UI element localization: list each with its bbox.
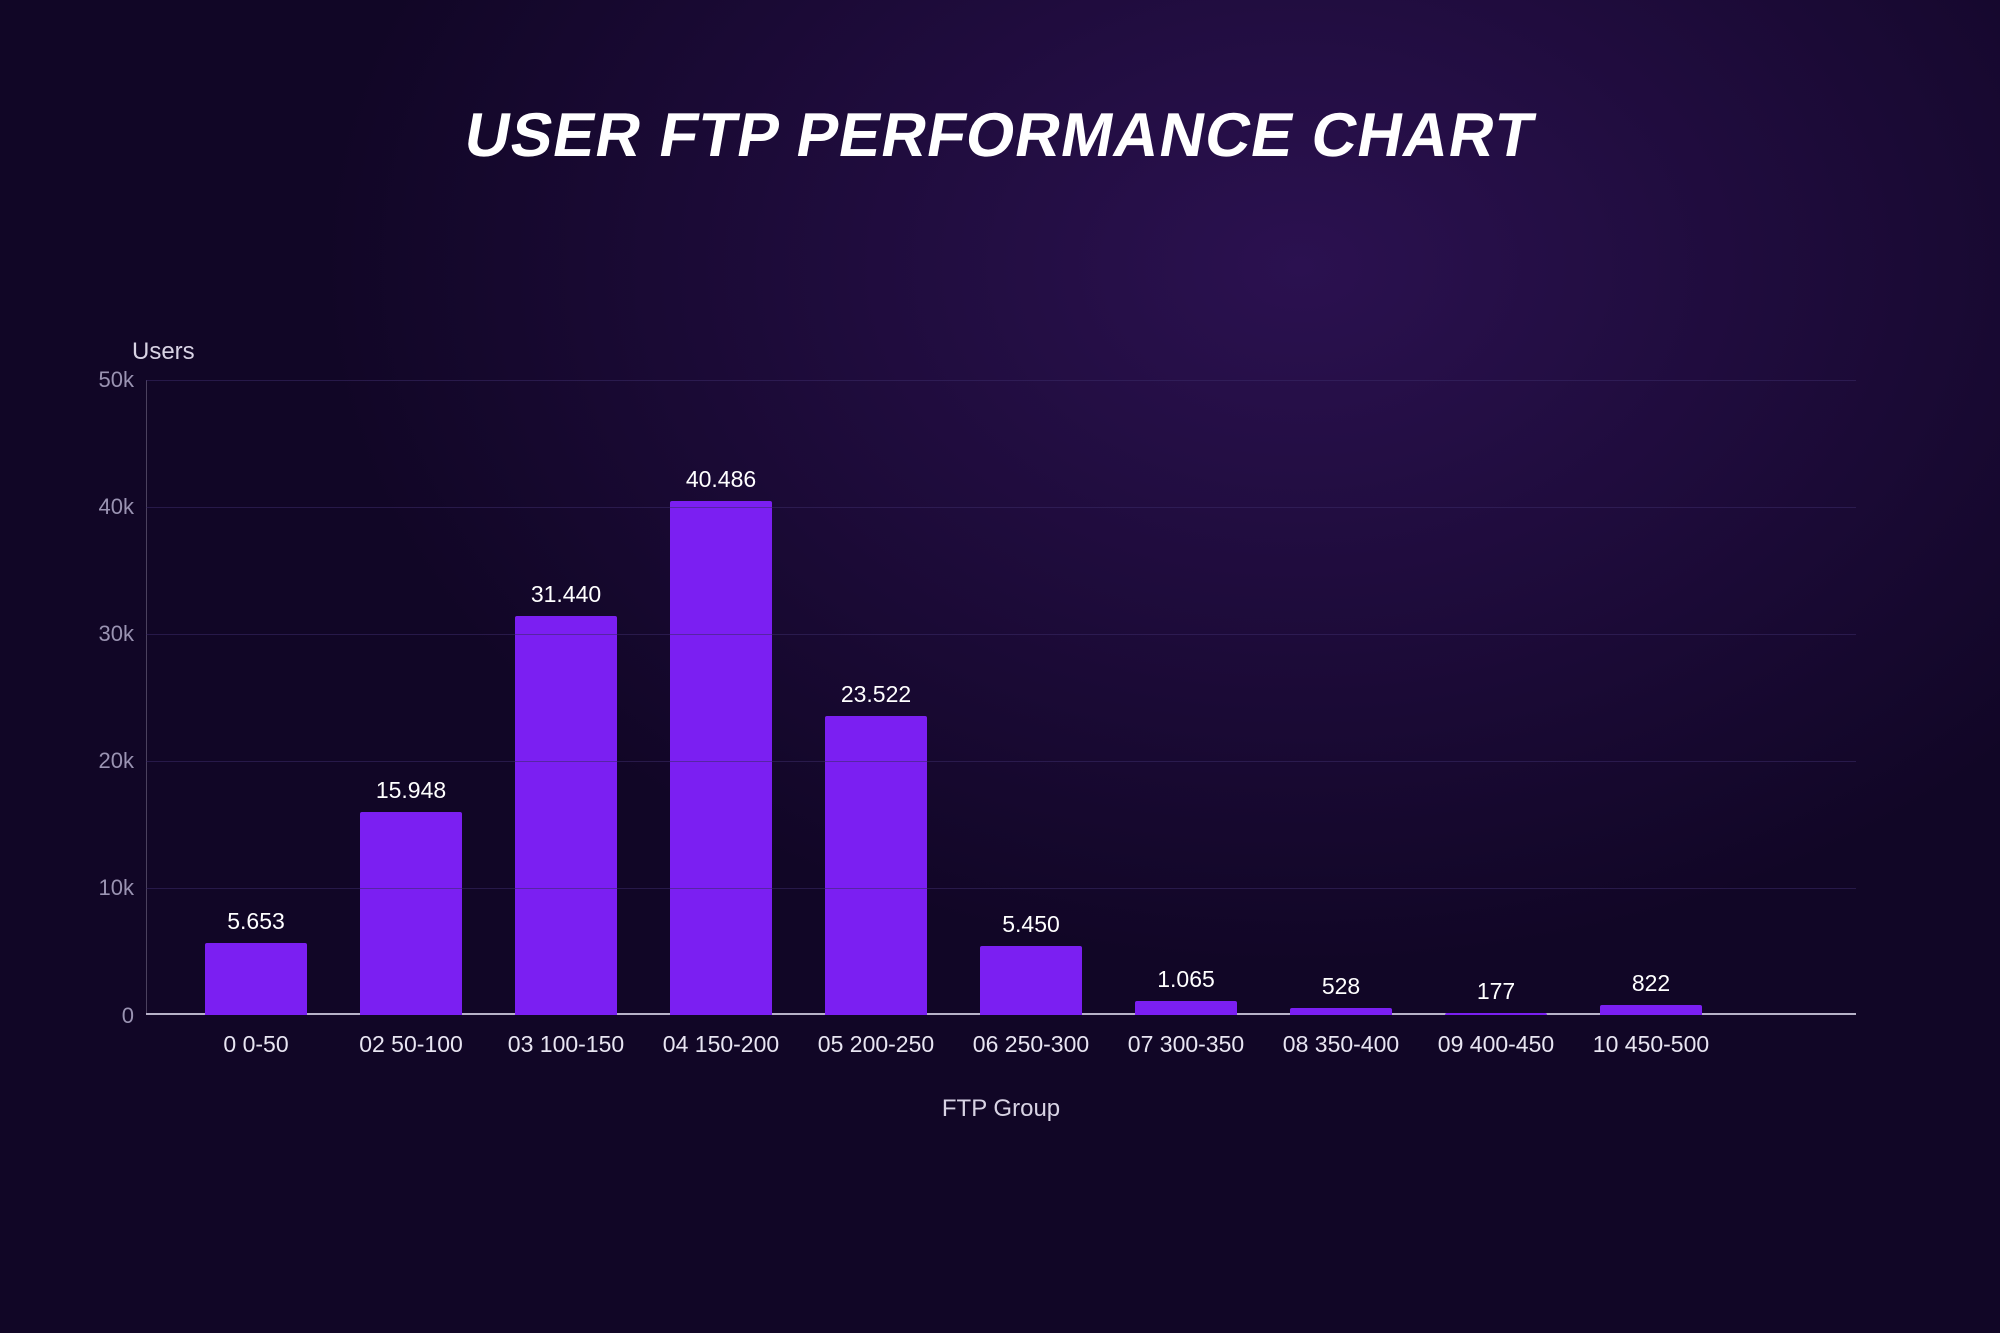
bar-value-label: 1.065	[1157, 966, 1215, 993]
x-tick-label: 02 50-100	[359, 1031, 463, 1058]
y-zero-label: 0	[122, 1003, 134, 1029]
gridline	[146, 507, 1856, 508]
bar-value-label: 23.522	[841, 681, 911, 708]
bar-value-label: 15.948	[376, 777, 446, 804]
bars-container: 5.6530 0-5015.94802 50-10031.44003 100-1…	[146, 380, 1856, 1015]
bar-slot: 5.6530 0-50	[179, 380, 334, 1015]
bar	[980, 946, 1082, 1015]
y-tick-label: 30k	[99, 621, 134, 647]
bar-slot: 40.48604 150-200	[644, 380, 799, 1015]
x-tick-label: 06 250-300	[973, 1031, 1089, 1058]
bar	[1290, 1008, 1392, 1015]
y-axis-title: Users	[132, 338, 195, 366]
x-tick-label: 10 450-500	[1593, 1031, 1709, 1058]
bar	[1600, 1005, 1702, 1015]
bar-value-label: 528	[1322, 973, 1360, 1000]
bar-value-label: 5.450	[1002, 911, 1060, 938]
x-tick-label: 0 0-50	[223, 1031, 288, 1058]
x-axis-title: FTP Group	[942, 1095, 1060, 1123]
bar-slot: 5.45006 250-300	[954, 380, 1109, 1015]
gridline	[146, 888, 1856, 889]
bar-value-label: 40.486	[686, 466, 756, 493]
bar-value-label: 5.653	[227, 908, 285, 935]
bar-slot: 1.06507 300-350	[1109, 380, 1264, 1015]
bar	[515, 616, 617, 1015]
chart-title: USER FTP PERFORMANCE CHART	[459, 100, 1540, 171]
x-tick-label: 07 300-350	[1128, 1031, 1244, 1058]
bar	[670, 501, 772, 1015]
bar	[360, 812, 462, 1015]
bar-slot: 52808 350-400	[1264, 380, 1419, 1015]
x-tick-label: 04 150-200	[663, 1031, 779, 1058]
x-tick-label: 09 400-450	[1438, 1031, 1554, 1058]
chart-canvas: USER FTP PERFORMANCE CHART Users 0 5.653…	[0, 0, 2000, 1333]
bar-value-label: 177	[1477, 978, 1515, 1005]
gridline	[146, 761, 1856, 762]
bar-slot: 15.94802 50-100	[334, 380, 489, 1015]
bar-value-label: 822	[1632, 970, 1670, 997]
bar	[205, 943, 307, 1015]
bar-value-label: 31.440	[531, 581, 601, 608]
y-tick-label: 50k	[99, 367, 134, 393]
y-tick-label: 10k	[99, 875, 134, 901]
bar-slot: 82210 450-500	[1574, 380, 1729, 1015]
bar-slot: 23.52205 200-250	[799, 380, 954, 1015]
x-tick-label: 08 350-400	[1283, 1031, 1399, 1058]
bar	[1135, 1001, 1237, 1015]
plot-area: Users 0 5.6530 0-5015.94802 50-10031.440…	[146, 380, 1856, 1015]
bar-slot: 17709 400-450	[1419, 380, 1574, 1015]
bar-slot: 31.44003 100-150	[489, 380, 644, 1015]
x-tick-label: 03 100-150	[508, 1031, 624, 1058]
bar	[1445, 1013, 1547, 1015]
y-tick-label: 40k	[99, 494, 134, 520]
y-tick-label: 20k	[99, 748, 134, 774]
gridline	[146, 380, 1856, 381]
gridline	[146, 634, 1856, 635]
x-tick-label: 05 200-250	[818, 1031, 934, 1058]
